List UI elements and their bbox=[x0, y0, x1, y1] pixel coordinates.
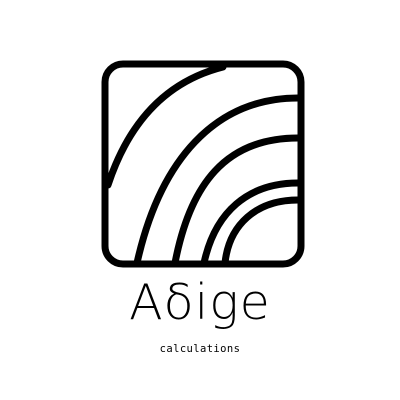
logo-frame bbox=[101, 60, 305, 268]
logo-arc-band-1 bbox=[133, 94, 302, 267]
brand-name: Aδige bbox=[129, 274, 271, 331]
logo-arc-inner bbox=[221, 196, 302, 267]
logo-arc-band-3 bbox=[200, 179, 302, 267]
brand-tagline: calculations bbox=[159, 343, 241, 355]
logo-arc-band-2 bbox=[171, 134, 302, 267]
logo-arc-outer bbox=[104, 63, 227, 189]
